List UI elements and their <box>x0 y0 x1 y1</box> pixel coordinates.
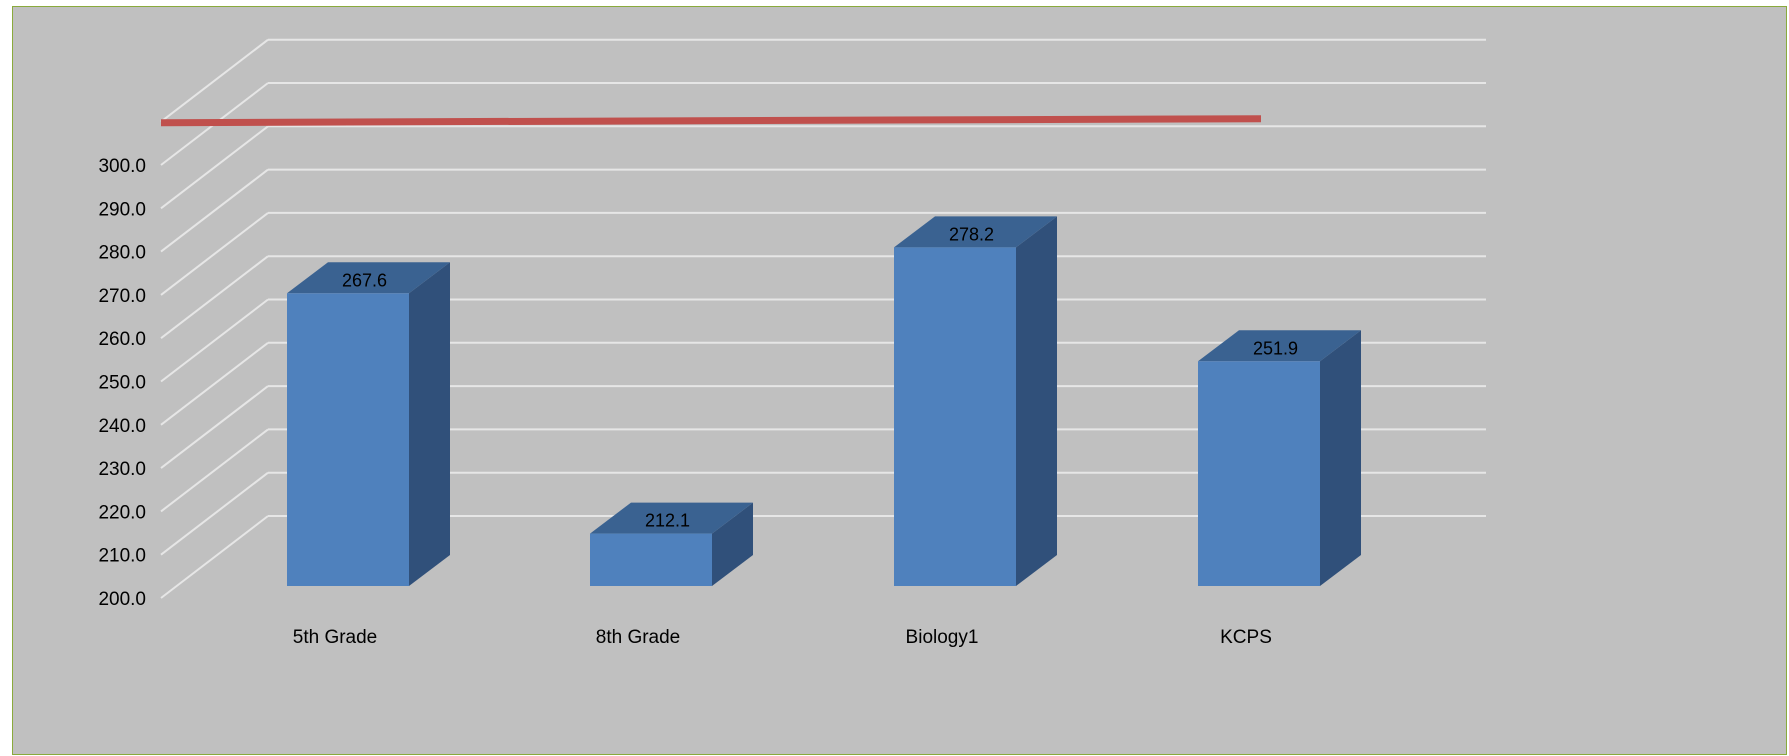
bar-chart: 200.0 210.0 220.0 230.0 240.0 250.0 260.0 270.0… <box>98 38 1486 648</box>
gridline-diagonal-6 <box>160 255 269 339</box>
bar-top <box>1198 330 1361 362</box>
y-tick-label: 220.0 <box>98 502 146 523</box>
bar-front <box>1198 361 1320 586</box>
gridline-diagonal-5 <box>160 298 269 383</box>
category-label: 5th Grade <box>293 627 378 648</box>
y-tick-label: 280.0 <box>98 243 146 264</box>
data-label: 278.2 <box>949 224 994 244</box>
gridline-diagonal-9 <box>160 125 269 210</box>
y-tick-label: 230.0 <box>98 459 146 480</box>
data-label: 212.1 <box>645 511 690 531</box>
data-labels: 267.6 212.1 278.2 251.9 <box>342 224 1298 530</box>
bar-side <box>409 262 450 586</box>
category-label: Biology1 <box>906 627 979 648</box>
reference-line-group <box>160 115 1262 127</box>
bar <box>287 262 450 586</box>
y-tick-label: 210.0 <box>98 546 146 567</box>
bar-front <box>590 533 712 586</box>
gridline-diagonal-11 <box>160 38 269 123</box>
gridline-diagonal-4 <box>160 342 269 426</box>
bar <box>590 502 753 586</box>
bar-top <box>287 262 450 294</box>
bar-front <box>287 293 409 586</box>
x-axis-category-labels: 5th Grade 8th Grade Biology1 KCPS <box>293 627 1272 648</box>
data-label: 267.6 <box>342 270 387 290</box>
gridline-diagonal-7 <box>160 212 269 296</box>
bar-top <box>894 216 1057 248</box>
y-tick-label: 300.0 <box>98 156 146 177</box>
y-axis-tick-labels: 200.0 210.0 220.0 230.0 240.0 250.0 260.0 270.0… <box>98 156 146 610</box>
reference-line <box>160 115 1262 127</box>
bar <box>894 216 1057 587</box>
y-tick-label: 270.0 <box>98 286 146 307</box>
category-label: 8th Grade <box>596 627 681 648</box>
y-tick-label: 240.0 <box>98 416 146 437</box>
bar <box>1198 330 1361 586</box>
gridlines <box>160 38 1486 599</box>
bar-side <box>1016 216 1057 587</box>
gridline-diagonal-0 <box>160 515 269 599</box>
bar-front <box>894 247 1016 587</box>
gridline-diagonal-3 <box>160 385 269 469</box>
category-label: KCPS <box>1220 627 1272 648</box>
bar-top <box>590 502 753 534</box>
y-tick-label: 290.0 <box>98 199 146 220</box>
y-tick-label: 200.0 <box>98 589 146 610</box>
bar-side <box>712 502 753 586</box>
gridline-diagonal-8 <box>160 168 269 253</box>
y-tick-label: 260.0 <box>98 329 146 350</box>
bars <box>287 216 1361 587</box>
y-tick-label: 250.0 <box>98 373 146 394</box>
data-label: 251.9 <box>1253 338 1298 358</box>
chart-area: 200.0 210.0 220.0 230.0 240.0 250.0 260.0 270.0… <box>12 6 1787 755</box>
gridline-diagonal-1 <box>160 471 269 556</box>
gridline-diagonal-2 <box>160 428 269 513</box>
bar-side <box>1320 330 1361 586</box>
